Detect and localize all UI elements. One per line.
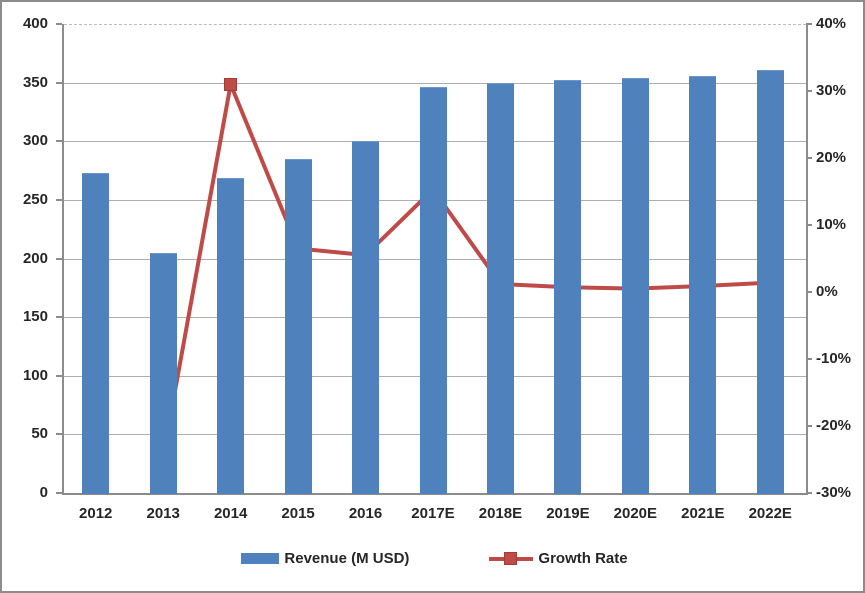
legend-item-revenue: Revenue (M USD)	[241, 550, 409, 567]
legend: Revenue (M USD) Growth Rate	[2, 550, 863, 567]
left-axis-tick-label: 400	[22, 15, 48, 32]
left-axis-tick-label: 50	[31, 425, 48, 443]
left-axis-tick-label: 150	[22, 308, 48, 326]
revenue-bar-swatch	[241, 553, 280, 564]
right-axis-tick	[806, 425, 812, 427]
growth-legend-label: Growth Rate	[538, 550, 628, 567]
left-axis-tick	[56, 81, 62, 84]
revenue-bar-2013	[149, 252, 177, 494]
x-axis-label-2013: 2013	[146, 505, 180, 522]
revenue-bar-2021E	[689, 75, 717, 494]
left-axis-tick-label: 300	[22, 132, 48, 150]
left-axis-tick-label: 350	[22, 73, 48, 91]
left-axis-tick	[56, 316, 62, 319]
right-axis-tick	[806, 90, 812, 92]
right-axis-tick	[806, 23, 812, 25]
revenue-bar-2014	[217, 177, 245, 494]
right-axis-tick	[806, 358, 812, 360]
right-axis-tick	[806, 291, 812, 293]
right-axis-tick-label: 20%	[816, 149, 847, 166]
left-axis-tick	[56, 140, 62, 143]
revenue-bar-2019E	[554, 80, 582, 494]
x-axis-label-2021E: 2021E	[681, 505, 725, 522]
left-axis-tick	[56, 23, 62, 25]
right-axis-tick-label: -20%	[816, 417, 852, 434]
revenue-legend-label: Revenue (M USD)	[284, 550, 410, 567]
growth-marker-2014	[224, 77, 238, 91]
x-axis-label-2017E: 2017E	[411, 505, 455, 522]
x-axis-label-2020E: 2020E	[613, 505, 658, 522]
left-axis-tick	[56, 198, 62, 201]
revenue-bar-2020E	[621, 77, 649, 494]
x-axis-label-2012: 2012	[79, 505, 113, 522]
right-axis-tick-label: 30%	[816, 82, 847, 99]
right-axis-tick	[806, 492, 812, 494]
right-axis-tick-label: 0%	[816, 283, 838, 300]
revenue-bar-2015	[284, 158, 312, 494]
left-axis-tick-label: 200	[22, 249, 48, 267]
right-axis-tick-label: -10%	[816, 350, 852, 367]
right-axis-tick-label: 10%	[816, 216, 847, 233]
x-axis-label-2018E: 2018E	[478, 505, 523, 522]
x-axis-label-2015: 2015	[281, 505, 315, 522]
growth-line-swatch	[489, 552, 534, 565]
x-axis-label-2016: 2016	[348, 505, 383, 522]
x-axis-label-2022E: 2022E	[748, 505, 792, 522]
x-axis-label-2014: 2014	[213, 505, 248, 522]
right-axis-tick-label: -30%	[816, 484, 852, 501]
left-axis-tick	[56, 492, 62, 494]
gridline	[64, 24, 806, 25]
right-axis-tick-label: 40%	[816, 15, 847, 32]
growth-marker-icon	[504, 552, 518, 565]
right-axis-tick	[806, 224, 812, 226]
legend-item-growth: Growth Rate	[489, 550, 628, 567]
x-axis-label-2019E: 2019E	[546, 505, 590, 522]
left-axis-tick	[56, 257, 62, 260]
revenue-bar-2016	[352, 141, 380, 494]
left-axis-tick-label: 0	[39, 484, 48, 501]
revenue-bar-2022E	[756, 69, 784, 494]
left-axis-tick-label: 250	[22, 190, 48, 208]
revenue-bar-2018E	[486, 82, 514, 494]
left-axis-tick	[56, 433, 62, 436]
left-axis-tick-label: 100	[22, 366, 48, 384]
right-axis-tick	[806, 157, 812, 159]
revenue-bar-2017E	[419, 87, 447, 494]
left-axis-tick	[56, 374, 62, 377]
revenue-bar-2012	[82, 172, 110, 494]
